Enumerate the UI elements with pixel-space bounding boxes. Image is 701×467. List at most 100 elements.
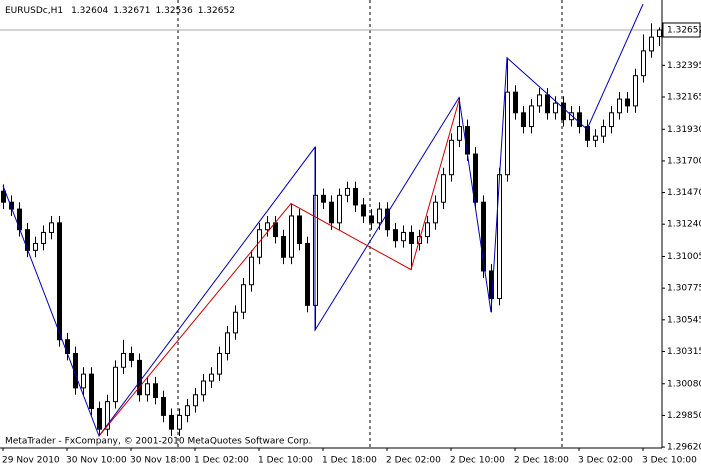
candle-body xyxy=(449,139,454,176)
y-tick-label: 1.30545 xyxy=(667,315,701,325)
candle-body xyxy=(585,126,590,141)
candle-body xyxy=(97,408,102,430)
candle-body xyxy=(169,414,174,430)
candle-body xyxy=(121,353,126,368)
y-tick-label: 1.30315 xyxy=(667,347,701,357)
candle-body xyxy=(345,187,350,196)
candle-body xyxy=(561,102,566,121)
last-price-box xyxy=(662,22,701,38)
candle-body xyxy=(129,353,134,361)
x-tick-label: 3 Dec 10:00 xyxy=(642,456,697,466)
candle-body xyxy=(305,242,310,306)
header-open: 1.32604 xyxy=(71,6,108,16)
candle-body xyxy=(217,353,222,375)
candle-body xyxy=(113,366,118,403)
candle-body xyxy=(465,126,470,155)
candle-body xyxy=(513,91,518,114)
candle-body xyxy=(401,231,406,242)
candle-body xyxy=(329,201,334,224)
chart-header: EURUSDc,H1 1.32604 1.32671 1.32536 1.32652 xyxy=(5,6,235,16)
candle-body xyxy=(593,135,598,141)
candle-body xyxy=(441,174,446,203)
candle-body xyxy=(337,194,342,224)
candle-body xyxy=(633,75,638,107)
plot-area xyxy=(0,0,662,448)
candle-body xyxy=(161,397,166,416)
candle-body xyxy=(601,126,606,137)
candle-body xyxy=(609,112,614,128)
candle-body xyxy=(153,383,158,399)
candle-body xyxy=(225,332,230,355)
candle-body xyxy=(49,222,54,233)
candle-body xyxy=(433,201,438,224)
candle-body xyxy=(249,256,254,286)
candle-body xyxy=(273,222,278,238)
candle-body xyxy=(321,194,326,203)
y-tick-label: 1.31005 xyxy=(667,252,701,262)
footer: MetaTrader - FxCompany, © 2001-2010 Meta… xyxy=(5,437,311,447)
candle-body xyxy=(81,373,86,389)
candle-body xyxy=(33,242,38,251)
x-tick-label: 3 Dec 02:00 xyxy=(578,456,633,466)
y-tick-label: 1.32165 xyxy=(667,92,701,102)
candle-body xyxy=(529,105,534,128)
candle-body xyxy=(641,50,646,77)
candle-body xyxy=(193,394,198,407)
candle-body xyxy=(425,222,430,238)
candle-body xyxy=(57,222,62,341)
candle-body xyxy=(369,215,374,224)
chart-title: EURUSDc,H1 xyxy=(5,6,63,16)
candle-body xyxy=(649,36,654,52)
y-tick-label: 1.32395 xyxy=(667,61,701,71)
x-tick-label: 2 Dec 02:00 xyxy=(386,456,441,466)
y-tick-label: 1.30080 xyxy=(667,379,701,389)
x-tick-label: 1 Dec 10:00 xyxy=(258,456,313,466)
header-low: 1.32536 xyxy=(156,6,193,16)
candle-body xyxy=(105,401,110,430)
candle-body xyxy=(545,94,550,114)
candle-body xyxy=(625,98,630,107)
candle-body xyxy=(537,94,542,107)
candle-body xyxy=(361,204,366,217)
candle-body xyxy=(89,373,94,410)
last-price-label: 1.32652 xyxy=(667,25,701,35)
candle-body xyxy=(289,215,294,258)
candle-body xyxy=(297,215,302,244)
candle-body xyxy=(17,208,22,231)
y-tick-label: 1.29620 xyxy=(667,443,701,453)
y-tick-label: 1.31240 xyxy=(667,220,701,230)
y-tick-label: 1.30775 xyxy=(667,284,701,294)
x-tick-label: 30 Nov 18:00 xyxy=(130,456,191,466)
x-tick-label: 2 Dec 10:00 xyxy=(450,456,505,466)
candle-body xyxy=(145,383,150,396)
candle-body xyxy=(377,208,382,224)
candle-body xyxy=(41,231,46,244)
candle-body xyxy=(473,153,478,203)
candle-body xyxy=(553,102,558,114)
candle-body xyxy=(521,112,526,128)
candle-body xyxy=(281,236,286,258)
x-tick-label: 29 Nov 2010 xyxy=(2,456,60,466)
candle-body xyxy=(185,405,190,416)
header-high: 1.32671 xyxy=(113,6,150,16)
y-tick-label: 1.31700 xyxy=(667,156,701,166)
candle-body xyxy=(569,112,574,121)
candle-body xyxy=(137,359,142,396)
candle-body xyxy=(577,112,582,128)
candle-body xyxy=(1,190,6,203)
candle-body xyxy=(201,380,206,396)
x-tick-label: 1 Dec 18:00 xyxy=(322,456,377,466)
candle-body xyxy=(657,29,662,38)
candle-body xyxy=(209,373,214,382)
candle-body xyxy=(353,187,358,206)
y-tick-label: 1.29850 xyxy=(667,411,701,421)
candle-body xyxy=(409,231,414,244)
candle-body xyxy=(617,98,622,114)
zigzag-line xyxy=(98,100,460,437)
candle-body xyxy=(385,208,390,231)
candle-body xyxy=(505,91,510,176)
candle-body xyxy=(177,414,182,430)
header-close: 1.32652 xyxy=(198,6,235,16)
